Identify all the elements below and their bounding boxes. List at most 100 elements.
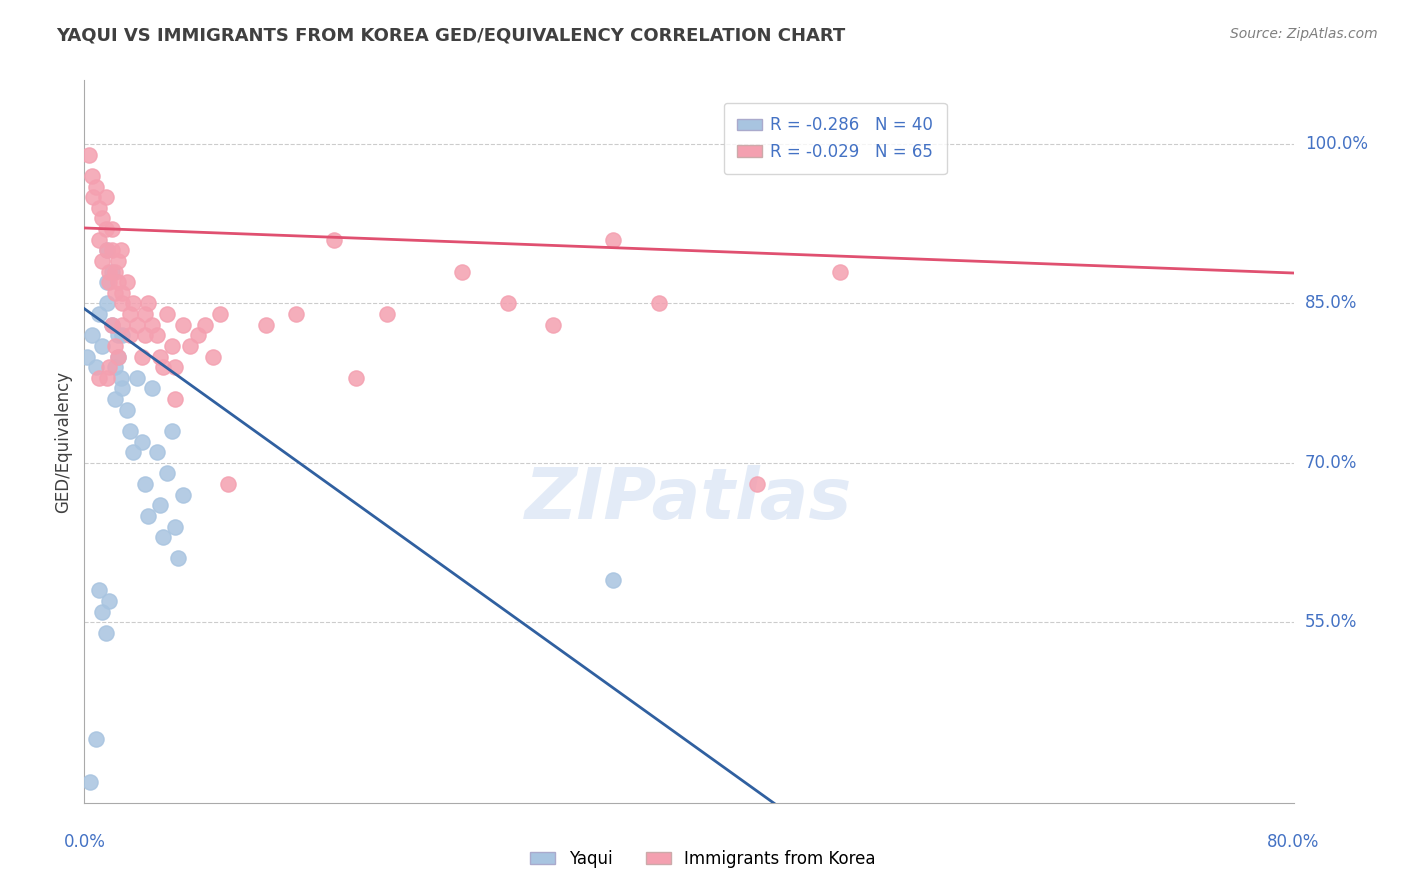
Point xyxy=(111,318,134,332)
Point xyxy=(107,350,129,364)
Point xyxy=(172,318,194,332)
Point xyxy=(118,307,141,321)
Point xyxy=(160,339,183,353)
Text: 70.0%: 70.0% xyxy=(1305,454,1357,472)
Point xyxy=(254,318,277,332)
Point xyxy=(107,254,129,268)
Point xyxy=(80,328,103,343)
Point xyxy=(160,424,183,438)
Point xyxy=(118,328,141,343)
Point xyxy=(152,360,174,375)
Point xyxy=(96,371,118,385)
Point xyxy=(830,264,852,278)
Point xyxy=(201,350,224,364)
Point xyxy=(111,381,134,395)
Point xyxy=(141,318,163,332)
Text: ZIPatlas: ZIPatlas xyxy=(526,465,852,533)
Point xyxy=(165,519,187,533)
Point xyxy=(115,275,138,289)
Point xyxy=(167,551,190,566)
Point xyxy=(141,381,163,395)
Y-axis label: GED/Equivalency: GED/Equivalency xyxy=(55,370,73,513)
Point xyxy=(121,296,143,310)
Point xyxy=(100,244,122,258)
Point xyxy=(86,179,108,194)
Point xyxy=(96,244,118,258)
Point xyxy=(97,360,120,375)
Point xyxy=(89,371,111,385)
Point xyxy=(111,328,134,343)
Point xyxy=(134,307,156,321)
Point xyxy=(104,285,127,300)
Point xyxy=(100,264,122,278)
Legend: Yaqui, Immigrants from Korea: Yaqui, Immigrants from Korea xyxy=(524,844,882,875)
Point xyxy=(131,434,153,449)
Point xyxy=(107,275,129,289)
Point xyxy=(146,328,169,343)
Point xyxy=(209,307,232,321)
Point xyxy=(86,732,108,747)
Point xyxy=(107,350,129,364)
Point xyxy=(97,594,120,608)
Point xyxy=(100,222,122,236)
Point xyxy=(80,169,103,183)
Point xyxy=(94,222,117,236)
Point xyxy=(107,328,129,343)
Point xyxy=(127,371,149,385)
Point xyxy=(496,296,519,310)
Point xyxy=(121,445,143,459)
Point xyxy=(76,350,98,364)
Point xyxy=(100,318,122,332)
Point xyxy=(451,264,474,278)
Point xyxy=(89,233,111,247)
Point xyxy=(322,233,344,247)
Point xyxy=(165,360,187,375)
Point xyxy=(217,477,239,491)
Point xyxy=(127,318,149,332)
Point xyxy=(91,339,114,353)
Point xyxy=(91,605,114,619)
Text: 0.0%: 0.0% xyxy=(63,833,105,851)
Point xyxy=(104,360,127,375)
Point xyxy=(136,508,159,523)
Point xyxy=(91,211,114,226)
Point xyxy=(111,296,134,310)
Point xyxy=(96,275,118,289)
Point xyxy=(179,339,201,353)
Point xyxy=(602,233,624,247)
Text: 55.0%: 55.0% xyxy=(1305,613,1357,632)
Point xyxy=(146,445,169,459)
Point xyxy=(165,392,187,406)
Point xyxy=(97,275,120,289)
Point xyxy=(100,318,122,332)
Point xyxy=(375,307,398,321)
Point xyxy=(110,244,132,258)
Point xyxy=(77,147,100,161)
Text: 85.0%: 85.0% xyxy=(1305,294,1357,312)
Point xyxy=(115,402,138,417)
Point xyxy=(149,498,172,512)
Point xyxy=(104,264,127,278)
Point xyxy=(346,371,368,385)
Point xyxy=(131,350,153,364)
Point xyxy=(91,254,114,268)
Point xyxy=(79,774,101,789)
Point xyxy=(96,296,118,310)
Point xyxy=(194,318,217,332)
Point xyxy=(86,360,108,375)
Text: Source: ZipAtlas.com: Source: ZipAtlas.com xyxy=(1230,27,1378,41)
Point xyxy=(285,307,308,321)
Point xyxy=(89,307,111,321)
Point xyxy=(104,392,127,406)
Legend: R = -0.286   N = 40, R = -0.029   N = 65: R = -0.286 N = 40, R = -0.029 N = 65 xyxy=(724,103,946,174)
Point xyxy=(152,530,174,544)
Point xyxy=(134,328,156,343)
Point xyxy=(648,296,671,310)
Text: 100.0%: 100.0% xyxy=(1305,135,1368,153)
Point xyxy=(110,371,132,385)
Point xyxy=(602,573,624,587)
Point xyxy=(156,307,179,321)
Point xyxy=(111,285,134,300)
Point xyxy=(156,467,179,481)
Point xyxy=(149,350,172,364)
